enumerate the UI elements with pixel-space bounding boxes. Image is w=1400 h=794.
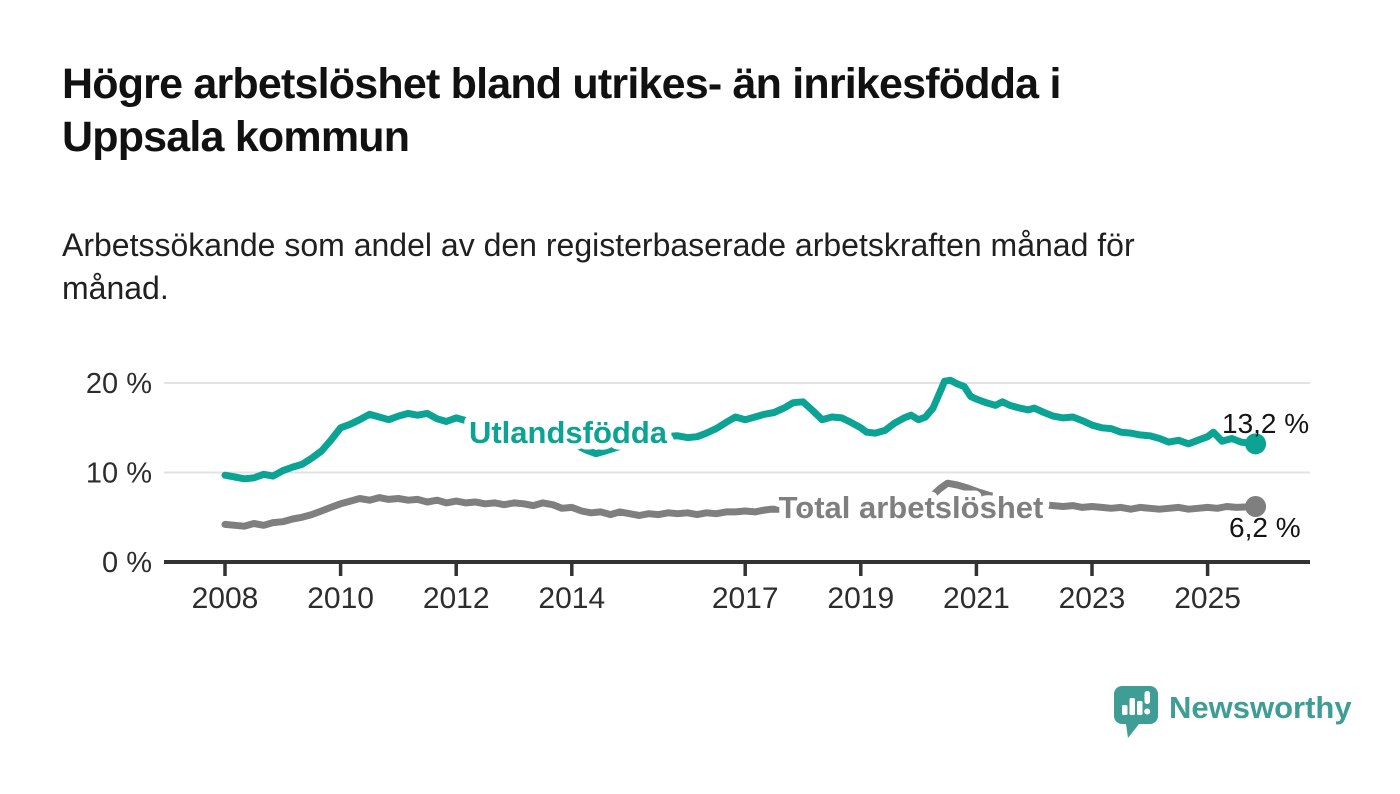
series-label-0: Utlandsfödda — [469, 415, 668, 450]
series-end-dot-0 — [1245, 433, 1267, 455]
x-tick-label-2017: 2017 — [712, 582, 779, 615]
page-title: Högre arbetslöshet bland utrikes- än inr… — [62, 58, 1061, 164]
y-tick-label-0pct: 0 % — [102, 547, 152, 579]
page-subtitle-line2: månad. — [62, 270, 169, 306]
bar-icon-2 — [1129, 698, 1135, 715]
y-tick-label-10pct: 10 % — [86, 458, 152, 490]
page-title-line2: Uppsala kommun — [62, 113, 410, 161]
newsworthy-logo: Newsworthy — [1114, 686, 1352, 740]
series-line-0 — [221, 376, 1260, 483]
x-tick-label-2019: 2019 — [827, 582, 894, 615]
x-tick-label-2014: 2014 — [538, 582, 605, 615]
page-subtitle: Arbetssökande som andel av den registerb… — [62, 224, 1135, 310]
x-tick-label-2025: 2025 — [1174, 582, 1241, 615]
series-line-1 — [221, 479, 1260, 530]
page-subtitle-line1: Arbetssökande som andel av den registerb… — [62, 227, 1135, 263]
series-end-value-1: 6,2 % — [1229, 512, 1301, 543]
bar-icon-1 — [1122, 705, 1128, 715]
bar-icon-3 — [1137, 701, 1143, 715]
x-tick-label-2012: 2012 — [423, 582, 490, 615]
x-tick-label-2008: 2008 — [192, 582, 259, 615]
newsworthy-speech-bubble-icon — [1114, 686, 1158, 738]
series-end-dot-1 — [1245, 496, 1267, 518]
page-title-line1: Högre arbetslöshet bland utrikes- än inr… — [62, 60, 1061, 108]
exclamation-bar-icon — [1144, 691, 1150, 704]
series-label-1: Total arbetslöshet — [779, 490, 1044, 525]
series-end-value-0: 13,2 % — [1222, 408, 1309, 439]
x-tick-label-2023: 2023 — [1059, 582, 1126, 615]
exclamation-dot-icon — [1144, 708, 1151, 715]
y-tick-label-20pct: 20 % — [86, 368, 152, 400]
x-tick-label-2021: 2021 — [943, 582, 1010, 615]
newsworthy-wordmark: Newsworthy — [1169, 690, 1352, 725]
speech-bubble-shape — [1114, 686, 1158, 738]
x-tick-label-2010: 2010 — [307, 582, 374, 615]
